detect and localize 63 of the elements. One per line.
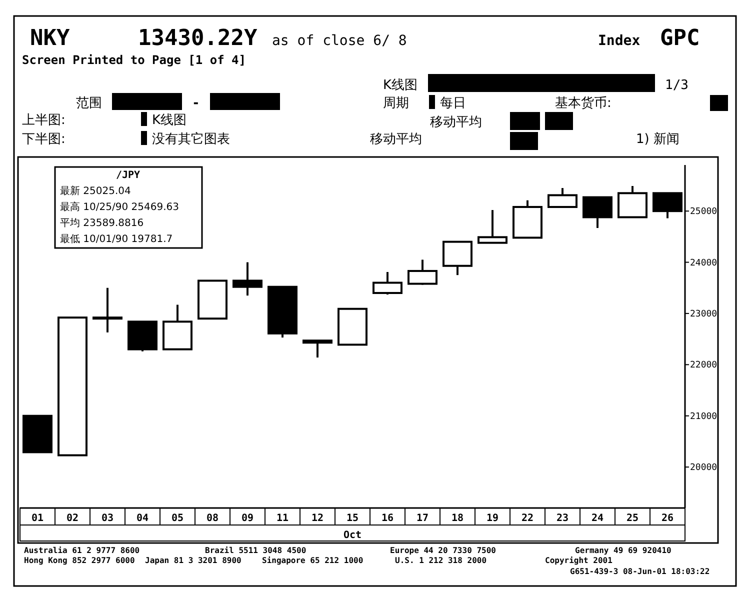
candlestick: [302, 340, 332, 358]
x-tick-label: 25: [626, 513, 639, 524]
text: 1) 新闻: [636, 132, 680, 147]
text: as of close 6/ 8: [272, 33, 407, 49]
text: 13430.22Y: [138, 26, 258, 51]
text: G651-439-3 08-Jun-01 18:03:22: [570, 567, 710, 576]
text: 上半图:: [22, 113, 66, 128]
y-tick-label: 25000: [690, 207, 718, 218]
text: Australia 61 2 9777 8600: [24, 546, 140, 555]
y-tick-label: 20000: [690, 463, 718, 474]
annotation: 最新 25025.04: [60, 185, 131, 197]
text: 周期: [383, 96, 409, 111]
text: Copyright 2001: [545, 556, 613, 565]
text: K线图: [152, 113, 187, 128]
annotation: 平均 23589.8816: [60, 217, 144, 229]
text: Screen Printed to Page [1 of 4]: [22, 53, 246, 67]
annotation: /JPY: [116, 170, 140, 181]
x-tick-label: 03: [101, 513, 114, 524]
x-tick-label: 08: [206, 513, 219, 524]
text: 没有其它图表: [152, 131, 230, 147]
text: 移动平均: [370, 132, 422, 147]
text: K线图: [383, 78, 418, 93]
x-tick-label: 15: [346, 513, 359, 524]
y-tick-label: 23000: [690, 309, 718, 320]
text: 每日: [440, 96, 466, 111]
y-tick-label: 21000: [690, 412, 718, 422]
x-tick-label: 11: [276, 513, 289, 524]
text: 移动平均: [430, 115, 482, 130]
x-tick-label: 01: [31, 513, 44, 524]
x-tick-label: 04: [136, 513, 149, 524]
annotation: 最高 10/25/90 25469.63: [60, 201, 179, 213]
text: GPC: [660, 26, 700, 51]
text: Singapore 65 212 1000: [262, 556, 364, 565]
x-tick-label: 17: [416, 513, 429, 524]
x-tick-label: 09: [241, 513, 254, 524]
text: 基本货币:: [555, 96, 612, 111]
x-tick-label: 19: [486, 513, 499, 524]
text: -: [192, 96, 200, 111]
x-tick-label: 24: [591, 513, 604, 524]
annotation: 最低 10/01/90 19781.7: [60, 234, 173, 245]
x-tick-label: 18: [451, 513, 464, 524]
x-tick-label: 26: [661, 513, 674, 524]
text: Brazil 5511 3048 4500: [205, 546, 306, 555]
y-tick-label: 24000: [690, 258, 718, 268]
text: Germany 49 69 920410: [575, 546, 672, 555]
text: Index: [598, 33, 641, 49]
x-axis-title: Oct: [343, 530, 362, 541]
text: Japan 81 3 3201 8900: [145, 556, 242, 565]
text: Europe 44 20 7330 7500: [390, 546, 496, 555]
x-tick-label: 16: [381, 513, 394, 524]
x-tick-label: 02: [66, 513, 79, 524]
text: Hong Kong 852 2977 6000: [24, 556, 135, 565]
chart-title: NKY: [30, 26, 70, 51]
x-tick-label: 05: [171, 513, 184, 524]
x-tick-label: 23: [556, 513, 569, 524]
text: 范围: [76, 96, 102, 111]
y-tick-label: 22000: [690, 360, 718, 371]
x-tick-label: 22: [521, 513, 534, 524]
x-tick-label: 12: [311, 513, 324, 524]
text: 1/3: [665, 78, 688, 93]
text: U.S. 1 212 318 2000: [395, 556, 487, 565]
text: 下半图:: [22, 132, 66, 147]
candlestick: [92, 286, 122, 334]
